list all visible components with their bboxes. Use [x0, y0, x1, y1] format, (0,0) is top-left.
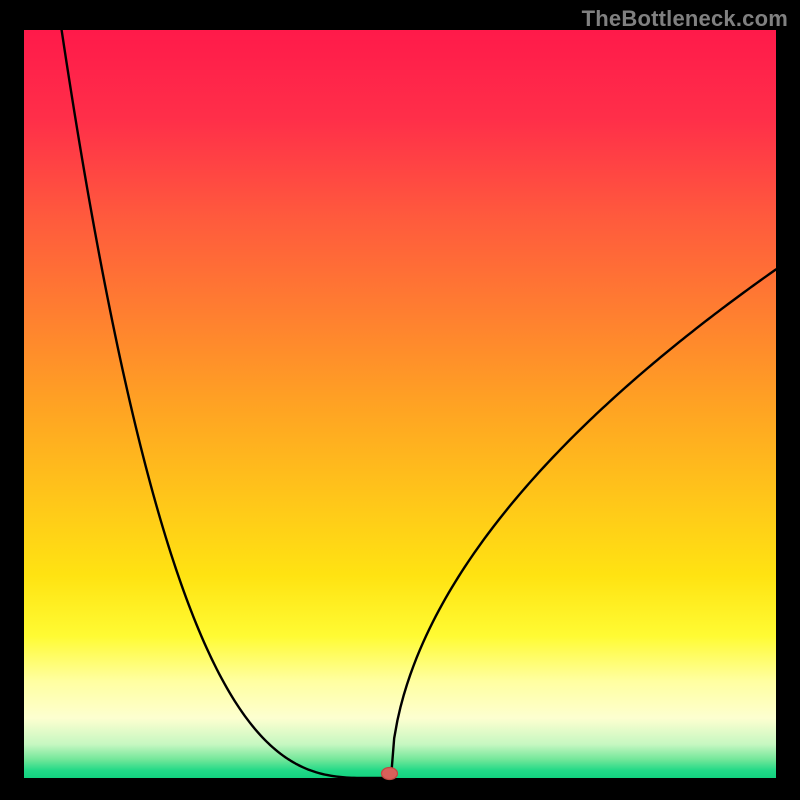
optimal-point-marker: [382, 768, 398, 780]
chart-container: TheBottleneck.com: [0, 0, 800, 800]
watermark-text: TheBottleneck.com: [582, 6, 788, 32]
chart-background: [24, 30, 776, 778]
bottleneck-chart: [0, 0, 800, 800]
